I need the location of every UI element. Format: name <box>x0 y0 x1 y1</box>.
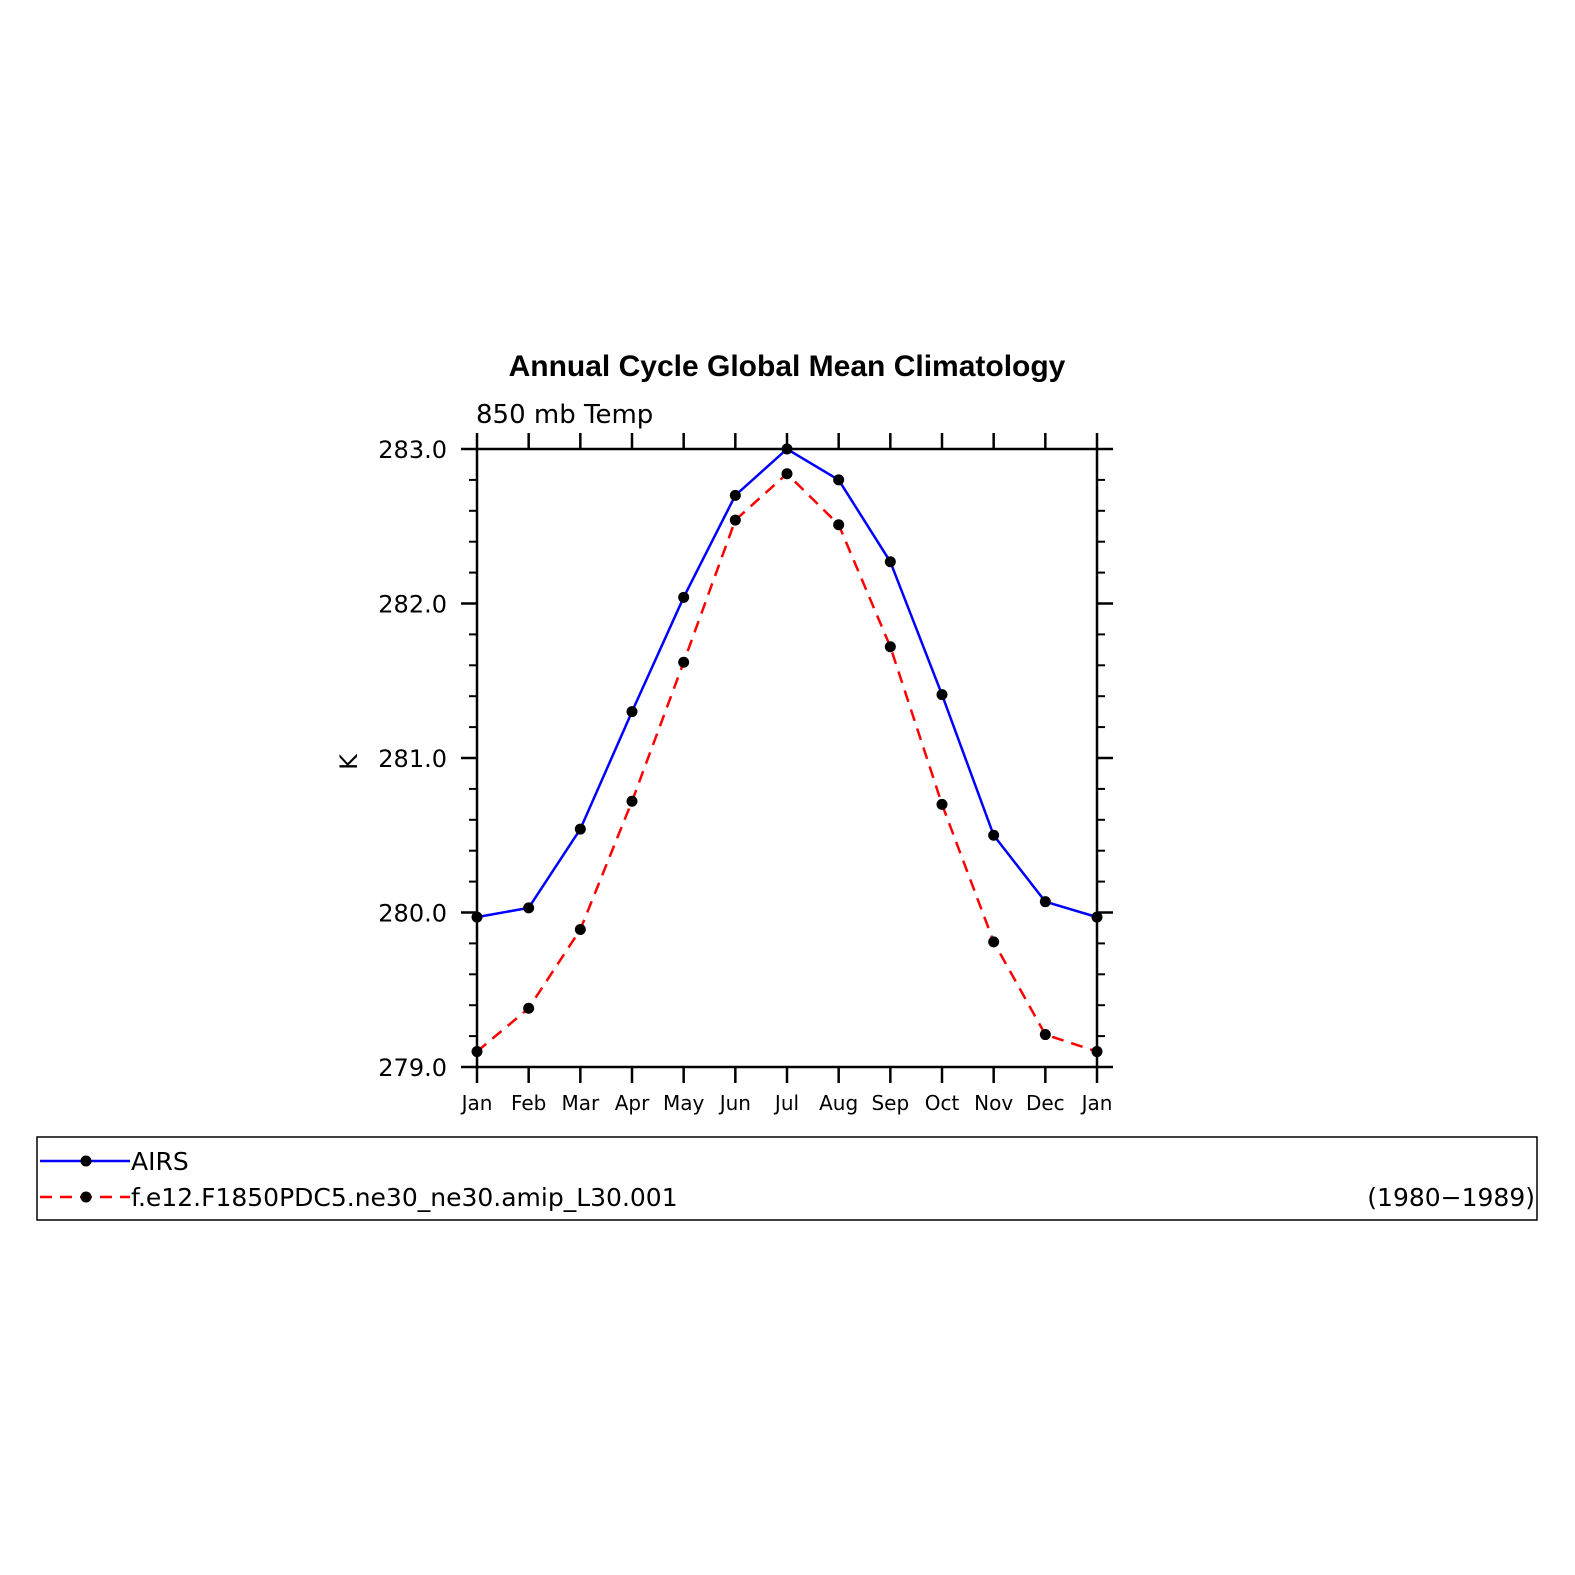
legend-label-2: f.e12.F1850PDC5.ne30_ne30.amip_L30.001 <box>131 1183 678 1212</box>
series-1-point <box>574 823 586 835</box>
x-tick-label: Apr <box>615 1091 650 1115</box>
series-1-point <box>626 706 638 718</box>
series-2-point <box>781 468 793 480</box>
series-2-point <box>574 923 586 935</box>
series-layer <box>471 443 1103 1058</box>
x-tick-label: Jul <box>773 1091 799 1115</box>
series-1-point <box>884 556 896 568</box>
y-tick-label: 282.0 <box>378 591 447 619</box>
series-2-point <box>884 641 896 653</box>
series-line-2 <box>476 472 1098 1053</box>
series-2-point <box>1091 1046 1103 1058</box>
axes: 279.0 280.0 281.0 282.0 283.0 Jan Feb Mar Apr May… <box>378 433 1113 1115</box>
x-tick-label: Dec <box>1026 1091 1065 1115</box>
legend-box <box>36 1136 1538 1221</box>
chart-title: Annual Cycle Global Mean Climatology <box>509 350 1066 383</box>
legend-label-1: AIRS <box>131 1147 189 1176</box>
series-1-point <box>678 591 690 603</box>
x-tick-label: Sep <box>871 1091 909 1115</box>
x-tick-label: Nov <box>974 1091 1013 1115</box>
legend: AIRS f.e12.F1850PDC5.ne30_ne30.amip_L30.0… <box>40 1147 678 1212</box>
series-2-point <box>729 514 741 526</box>
y-tick-label: 283.0 <box>378 436 447 464</box>
series-1-point <box>781 443 793 455</box>
x-tick-label: Jan <box>460 1091 493 1115</box>
series-1-point <box>1039 896 1051 908</box>
series-1-point <box>936 689 948 701</box>
series-2-point <box>936 798 948 810</box>
plot-frame <box>475 447 1099 1069</box>
series-1-point <box>523 902 535 914</box>
series-line-1 <box>476 447 1098 919</box>
y-tick-label: 281.0 <box>378 745 447 773</box>
x-tick-label: Feb <box>511 1091 546 1115</box>
series-1-point <box>729 489 741 501</box>
series-1-point <box>833 474 845 486</box>
y-tick-label: 279.0 <box>378 1054 447 1082</box>
series-2-point <box>471 1046 483 1058</box>
x-tick-label: Oct <box>925 1091 960 1115</box>
x-tick-label: Aug <box>819 1091 858 1115</box>
series-2-point <box>626 795 638 807</box>
series-1-point <box>988 829 1000 841</box>
x-tick-label: May <box>663 1091 705 1115</box>
series-2-point <box>1039 1029 1051 1041</box>
series-2-point <box>833 519 845 531</box>
y-axis-label: K <box>335 753 363 770</box>
series-2-point <box>988 936 1000 948</box>
series-1-point <box>1091 911 1103 923</box>
legend-period-note: (1980−1989) <box>1367 1183 1535 1212</box>
chart-subtitle: 850 mb Temp <box>476 400 653 430</box>
series-1-point <box>471 911 483 923</box>
x-tick-label: Mar <box>561 1091 600 1115</box>
series-2-point <box>678 656 690 668</box>
series-2-point <box>523 1002 535 1014</box>
x-tick-label: Jun <box>718 1091 751 1115</box>
legend-marker-1 <box>80 1155 92 1167</box>
x-tick-label: Jan <box>1080 1091 1113 1115</box>
legend-marker-2 <box>80 1191 92 1203</box>
y-tick-label: 280.0 <box>378 900 447 928</box>
